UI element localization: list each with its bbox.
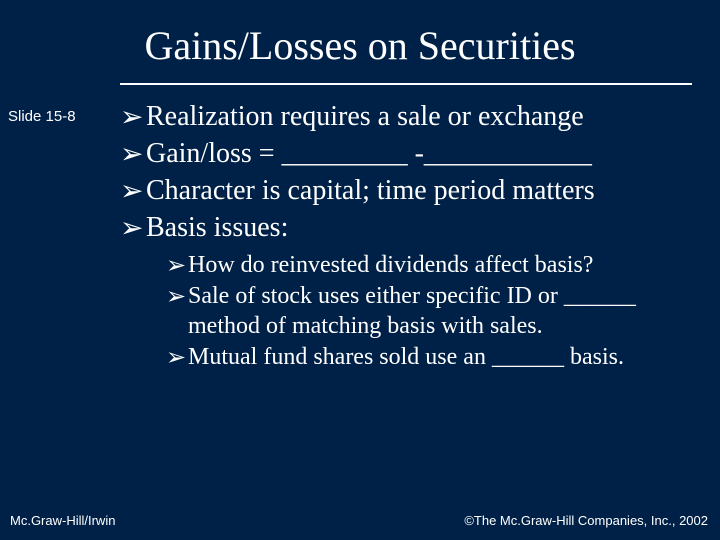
bullet-icon: ➢ xyxy=(120,210,146,245)
bullet-icon: ➢ xyxy=(120,173,146,208)
bullet-icon: ➢ xyxy=(166,282,188,341)
sub-bullet-list: ➢ How do reinvested dividends affect bas… xyxy=(166,251,690,372)
list-item-text: How do reinvested dividends affect basis… xyxy=(188,251,690,280)
list-item: ➢ Gain/loss = _________ -____________ xyxy=(120,136,696,171)
main-bullet-list: ➢ Realization requires a sale or exchang… xyxy=(120,99,696,245)
list-item: ➢ Character is capital; time period matt… xyxy=(120,173,696,208)
list-item: ➢ Basis issues: xyxy=(120,210,696,245)
footer-publisher: Mc.Graw-Hill/Irwin xyxy=(10,513,115,528)
list-item-text: Character is capital; time period matter… xyxy=(146,173,696,208)
list-item: ➢ Sale of stock uses either specific ID … xyxy=(166,282,690,341)
list-item-text: Mutual fund shares sold use an ______ ba… xyxy=(188,343,690,372)
bullet-icon: ➢ xyxy=(166,251,188,280)
bullet-icon: ➢ xyxy=(120,99,146,134)
list-item-text: Sale of stock uses either specific ID or… xyxy=(188,282,690,341)
list-item: ➢ Realization requires a sale or exchang… xyxy=(120,99,696,134)
footer-copyright: ©The Mc.Graw-Hill Companies, Inc., 2002 xyxy=(464,513,708,528)
bullet-icon: ➢ xyxy=(120,136,146,171)
list-item-text: Gain/loss = _________ -____________ xyxy=(146,136,696,171)
list-item: ➢ Mutual fund shares sold use an ______ … xyxy=(166,343,690,372)
slide-number-label: Slide 15-8 xyxy=(8,108,76,125)
list-item-text: Realization requires a sale or exchange xyxy=(146,99,696,134)
list-item: ➢ How do reinvested dividends affect bas… xyxy=(166,251,690,280)
title-divider xyxy=(120,83,692,85)
bullet-icon: ➢ xyxy=(166,343,188,372)
list-item-text: Basis issues: xyxy=(146,210,696,245)
slide-title: Gains/Losses on Securities xyxy=(0,0,720,77)
